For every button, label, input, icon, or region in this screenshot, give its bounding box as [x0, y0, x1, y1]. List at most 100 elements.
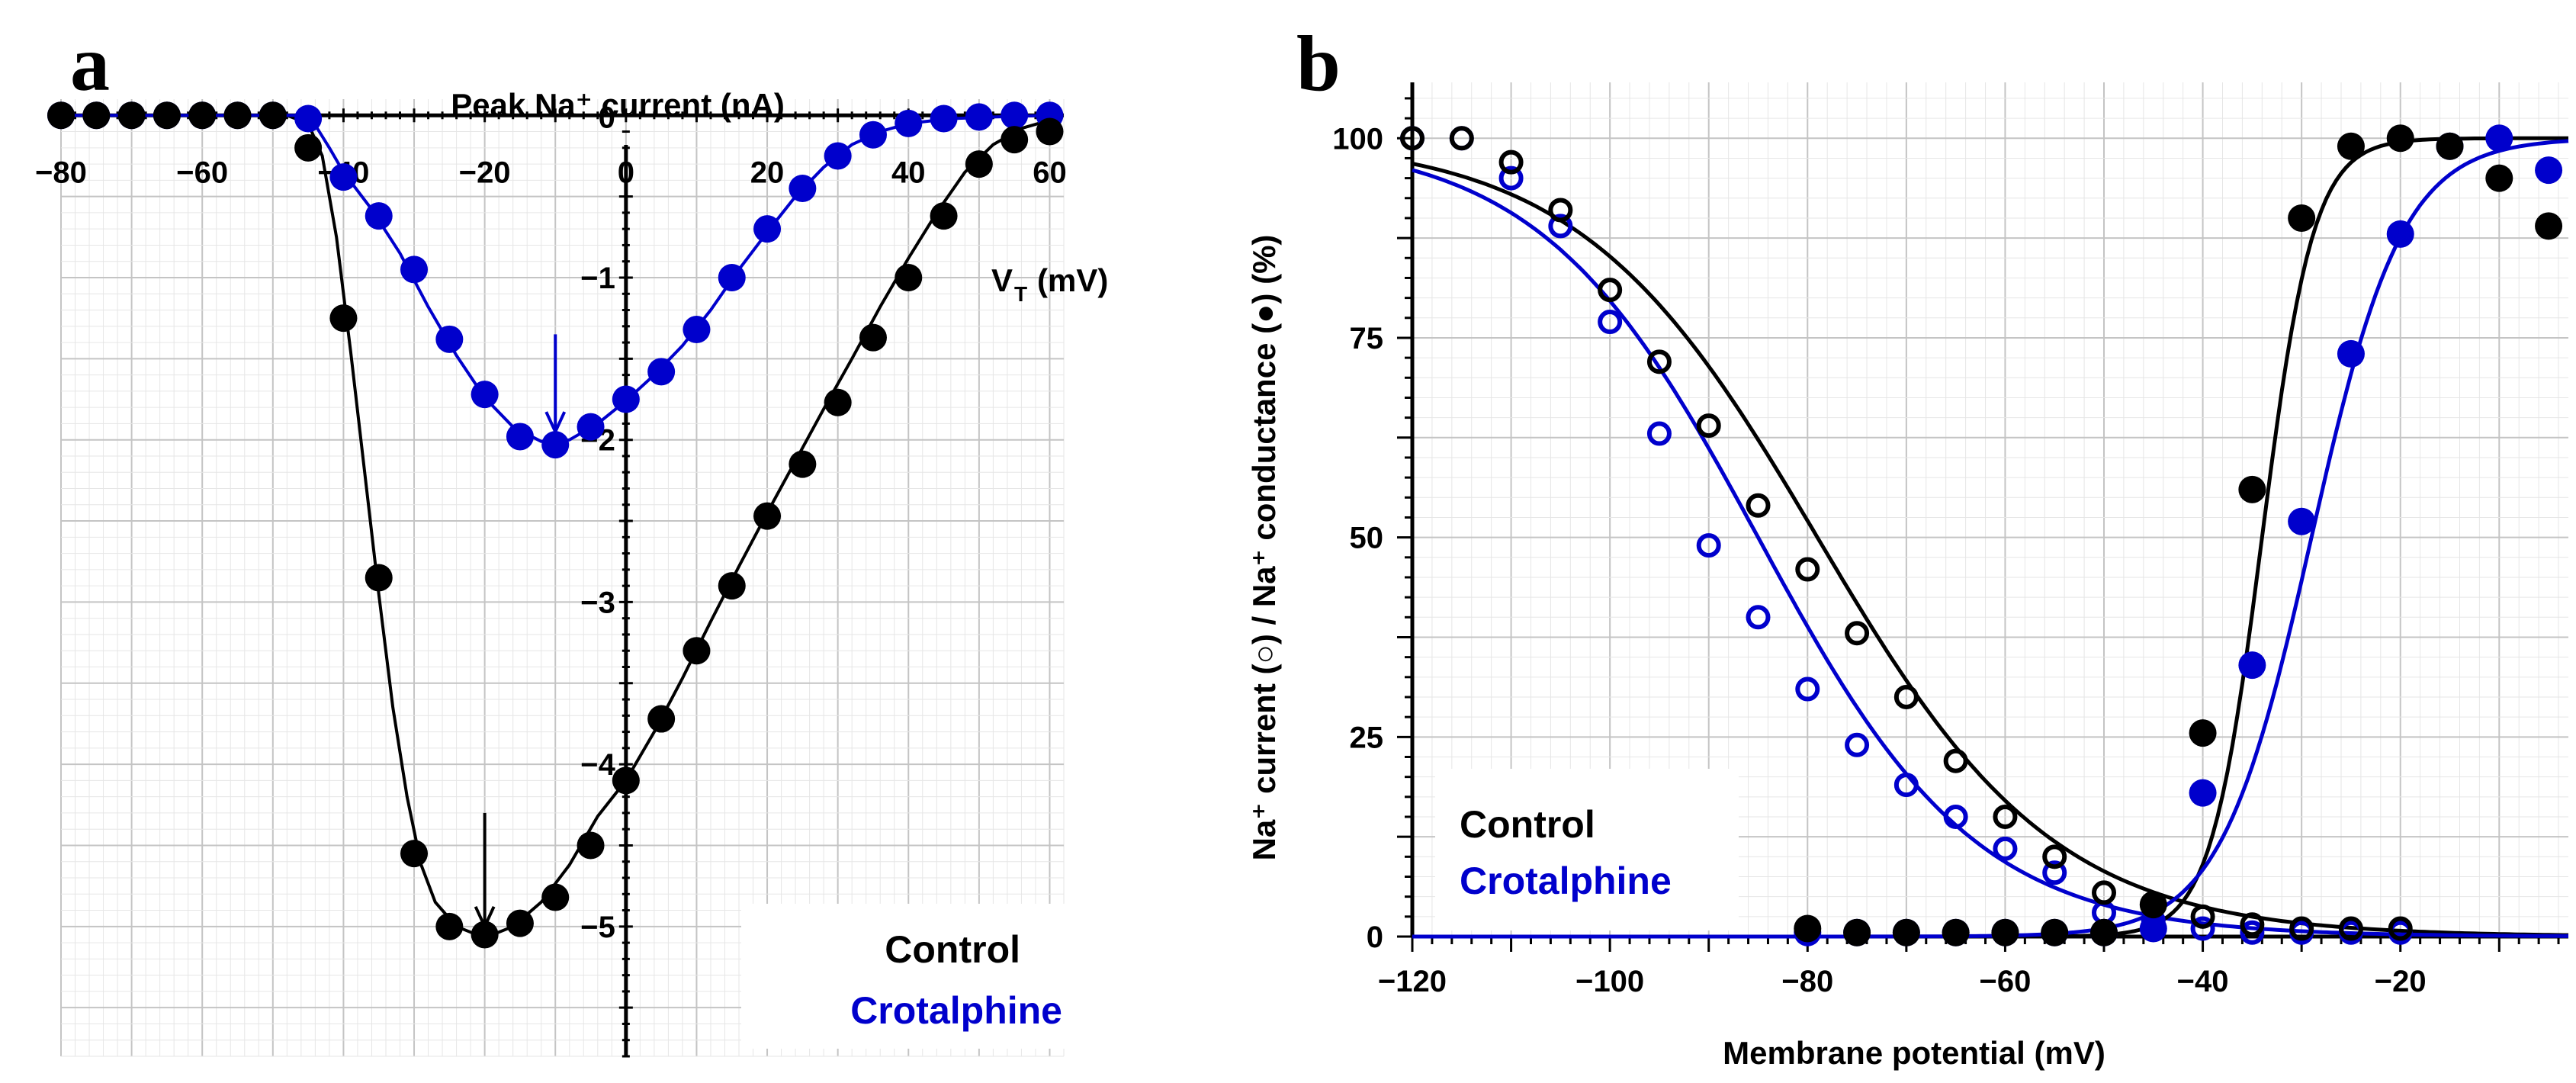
data-point-open: [1400, 126, 1425, 151]
data-point-open: [1795, 676, 1820, 702]
data-point-crotalphine: [365, 202, 393, 230]
data-point-control: [1001, 126, 1029, 154]
data-point-filled: [2139, 914, 2167, 943]
data-point-filled: [2189, 779, 2217, 807]
data-point-open: [1993, 836, 2018, 861]
x-tick-label: −80: [35, 156, 87, 189]
data-point-control: [294, 133, 323, 162]
data-point-open: [2388, 916, 2413, 941]
data-point-crotalphine: [294, 104, 323, 133]
x-tick-label: 0: [618, 156, 634, 189]
data-point-control: [82, 101, 111, 130]
data-point-crotalphine: [930, 104, 958, 133]
data-point-filled: [2485, 124, 2513, 153]
y-tick-label: 100: [1332, 122, 1383, 156]
data-point-filled: [2139, 891, 2167, 919]
data-point-open: [1598, 310, 1623, 335]
data-point-open: [1498, 149, 1524, 175]
data-point-control: [329, 304, 358, 333]
data-point-filled: [2238, 651, 2266, 680]
data-point-control: [612, 766, 640, 795]
data-point-open: [1646, 349, 1672, 374]
panel-b-letter: b: [1296, 20, 1341, 108]
x-tick-label: −120: [1378, 965, 1447, 998]
data-point-crotalphine: [895, 109, 923, 137]
data-point-filled: [2288, 204, 2316, 232]
data-point-filled: [2485, 164, 2513, 192]
data-point-open: [1696, 533, 1721, 558]
x-tick-label: −60: [1980, 965, 2032, 998]
data-point-filled: [2535, 212, 2563, 240]
data-point-control: [577, 831, 605, 860]
x-tick-label: −60: [176, 156, 228, 189]
y-tick-label: 50: [1350, 522, 1384, 555]
panel-b-legend-box: [1435, 769, 1739, 930]
data-point-control: [789, 450, 817, 478]
data-point-control: [930, 202, 958, 230]
data-point-open: [2092, 880, 2117, 905]
data-point-control: [506, 909, 534, 937]
data-point-filled: [1843, 918, 1871, 946]
data-point-open: [2240, 920, 2265, 945]
x-tick-label: −40: [2177, 965, 2229, 998]
data-point-control: [188, 101, 217, 130]
data-point-control: [824, 388, 852, 416]
data-point-open: [1943, 804, 1968, 829]
data-point-filled: [2090, 918, 2118, 946]
data-point-crotalphine: [577, 413, 605, 441]
data-point-control: [471, 921, 499, 949]
data-point-open: [1893, 773, 1919, 798]
data-point-control: [859, 323, 887, 352]
panel-a-legend-crotalphine: Crotalphine: [850, 989, 1062, 1032]
data-point-control: [365, 564, 393, 592]
data-point-filled: [1942, 918, 1970, 946]
data-point-crotalphine: [435, 325, 464, 353]
data-point-open: [2190, 916, 2215, 941]
data-point-open: [1943, 748, 1968, 773]
data-point-open: [1696, 413, 1721, 439]
data-point-crotalphine: [718, 263, 746, 291]
data-point-open: [1548, 214, 1573, 239]
data-point-open: [2190, 904, 2215, 929]
data-point-open: [2042, 860, 2067, 885]
panel-a-legend: Control Crotalphine: [741, 904, 1065, 1049]
y-tick-label: 0: [599, 101, 615, 134]
data-point-filled: [1794, 914, 1822, 943]
data-point-open: [2289, 916, 2314, 941]
data-point-crotalphine: [824, 142, 852, 170]
data-point-open: [1548, 198, 1573, 223]
data-point-crotalphine: [1001, 101, 1029, 130]
data-point-open: [1845, 732, 1870, 757]
data-point-open: [1845, 621, 1870, 646]
data-point-control: [47, 101, 75, 130]
panel-a-legend-box: [741, 904, 1065, 1049]
data-point-control: [965, 150, 993, 178]
data-point-control: [718, 572, 746, 600]
data-point-crotalphine: [965, 103, 993, 131]
panel-a-xlabel-sub: T: [1014, 282, 1027, 306]
panel-a-legend-control: Control: [885, 928, 1020, 971]
data-point-open: [1646, 421, 1672, 446]
data-point-open: [1746, 605, 1771, 630]
data-point-filled: [2386, 220, 2414, 248]
panel-b-legend-crotalphine: Crotalphine: [1460, 860, 1672, 902]
data-point-crotalphine: [859, 121, 887, 149]
panel-a-data-points: [47, 101, 1064, 949]
panel-b-data-points: [1400, 124, 2563, 946]
data-point-crotalphine: [471, 381, 499, 409]
y-tick-label: −1: [580, 262, 615, 295]
data-point-filled: [2337, 339, 2365, 368]
arrow-head-crotalphine: [544, 411, 567, 435]
panel-b-legend-control: Control: [1460, 803, 1595, 846]
y-tick-label: −3: [580, 586, 615, 619]
data-point-open: [1993, 804, 2018, 829]
panel-b-legend: Control Crotalphine: [1435, 769, 1739, 930]
data-point-crotalphine: [506, 423, 534, 451]
data-point-control: [1036, 117, 1064, 146]
x-tick-label: 40: [891, 156, 926, 189]
data-point-crotalphine: [400, 255, 429, 284]
panel-b-fit-lines: [1412, 136, 2569, 939]
